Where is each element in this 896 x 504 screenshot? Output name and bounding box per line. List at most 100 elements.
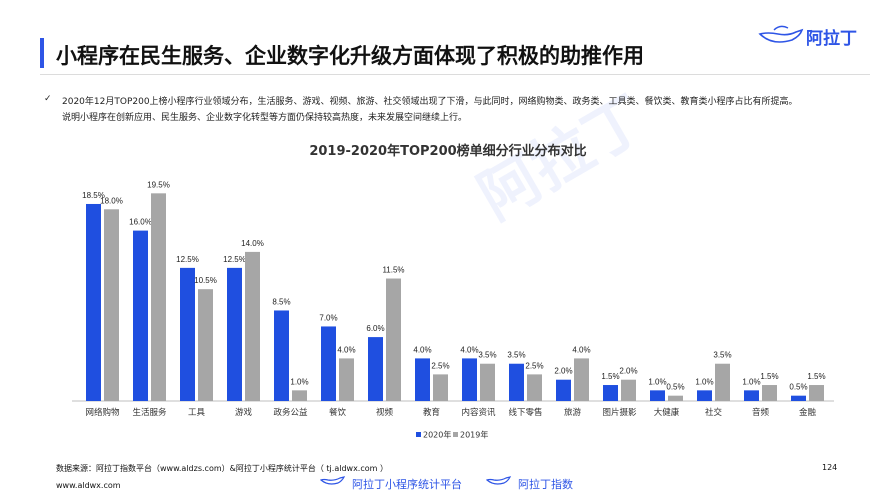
- bar: [86, 203, 101, 401]
- page-title: 小程序在民生服务、企业数字化升级方面体现了积极的助推作用: [56, 44, 644, 68]
- bar: [715, 363, 730, 401]
- lamp-icon: [320, 476, 346, 485]
- bar: [527, 374, 542, 401]
- bar: [809, 385, 824, 401]
- bar: [104, 209, 119, 401]
- data-label: 11.5%: [382, 266, 404, 275]
- data-label: 2.0%: [619, 367, 637, 376]
- description-line-2: 说明小程序在创新应用、民生服务、企业数字化转型等方面仍保持较高热度，未来发展空间…: [62, 113, 468, 123]
- tick-label: 视频: [376, 407, 394, 418]
- data-label: 8.5%: [272, 297, 290, 306]
- title-divider: [40, 74, 870, 75]
- data-label: 4.0%: [413, 345, 431, 354]
- data-label: 18.0%: [100, 196, 123, 205]
- data-label: 1.0%: [290, 377, 308, 386]
- legend-label: 2020年: [423, 430, 451, 440]
- tick-label: 教育: [423, 407, 440, 418]
- lamp-icon: [486, 476, 512, 485]
- footer-brand-index: 阿拉丁指数: [518, 478, 573, 491]
- bar: [227, 267, 242, 401]
- bar: [697, 390, 712, 401]
- bar: [668, 395, 683, 401]
- tick-label: 社交: [705, 407, 723, 418]
- data-label: 0.5%: [666, 383, 684, 392]
- bar: [274, 310, 289, 401]
- tick-label: 餐饮: [329, 407, 347, 418]
- description: 2020年12月TOP200上榜小程序行业领域分布，生活服务、游戏、视频、旅游、…: [62, 94, 872, 126]
- bar: [480, 363, 495, 401]
- bar: [321, 326, 336, 401]
- title-accent-bar: [40, 38, 44, 68]
- bar: [509, 363, 524, 401]
- bar: [744, 390, 759, 401]
- footer-brand-stats: 阿拉丁小程序统计平台: [352, 478, 462, 491]
- tick-label: 金融: [799, 407, 817, 418]
- data-label: 10.5%: [194, 276, 217, 285]
- tick-label: 生活服务: [132, 407, 167, 418]
- data-label: 7.0%: [319, 313, 337, 322]
- data-label: 0.5%: [789, 383, 807, 392]
- bar: [415, 358, 430, 401]
- data-label: 18.5%: [82, 191, 105, 200]
- data-label: 2.0%: [554, 367, 572, 376]
- bar: [462, 358, 477, 401]
- chart-title: 2019-2020年TOP200榜单细分行业分布对比: [309, 144, 587, 159]
- data-label: 16.0%: [129, 218, 152, 227]
- data-label: 1.5%: [807, 372, 825, 381]
- tick-label: 内容资讯: [461, 407, 496, 418]
- data-label: 12.5%: [223, 255, 246, 264]
- aladdin-lamp-logo-icon: [758, 25, 804, 43]
- data-label: 4.0%: [572, 345, 590, 354]
- bar: [292, 390, 307, 401]
- data-label: 3.5%: [713, 351, 731, 360]
- tick-label: 图片摄影: [602, 407, 637, 418]
- bar: [245, 251, 260, 401]
- data-label: 3.5%: [507, 351, 525, 360]
- bar: [198, 289, 213, 401]
- data-label: 1.5%: [601, 372, 619, 381]
- bar: [339, 358, 354, 401]
- tick-label: 音频: [752, 407, 770, 418]
- bar: [433, 374, 448, 401]
- legend-label: 2019年: [460, 430, 488, 440]
- legend-swatch: [453, 432, 458, 437]
- website-url[interactable]: www.aldwx.com: [56, 481, 121, 490]
- data-label: 2.5%: [431, 361, 449, 370]
- tick-label: 工具: [188, 408, 206, 418]
- data-label: 1.0%: [648, 377, 666, 386]
- tick-label: 游戏: [235, 407, 253, 418]
- bar: [133, 230, 148, 401]
- bar: [180, 267, 195, 401]
- data-label: 2.5%: [525, 361, 543, 370]
- data-label: 4.0%: [460, 345, 478, 354]
- bar: [603, 385, 618, 401]
- tick-label: 大健康: [654, 407, 680, 418]
- data-label: 6.0%: [366, 324, 384, 333]
- data-source: 数据来源：阿拉丁指数平台（www.aldzs.com）&阿拉丁小程序统计平台（ …: [56, 464, 388, 473]
- bar: [574, 358, 589, 401]
- data-label: 1.5%: [760, 372, 778, 381]
- bar: [650, 390, 665, 401]
- description-line-1: 2020年12月TOP200上榜小程序行业领域分布，生活服务、游戏、视频、旅游、…: [62, 97, 798, 107]
- data-label: 4.0%: [337, 345, 355, 354]
- bar: [762, 385, 777, 401]
- data-label: 19.5%: [147, 180, 170, 189]
- tick-label: 政务公益: [273, 407, 308, 418]
- data-label: 1.0%: [742, 377, 760, 386]
- bar: [368, 337, 383, 401]
- bar: [151, 193, 166, 401]
- bar: [791, 395, 806, 401]
- logo-text: 阿拉丁: [806, 29, 857, 49]
- page-number: 124: [822, 463, 838, 472]
- bar: [556, 379, 571, 401]
- data-label: 3.5%: [478, 351, 496, 360]
- data-label: 14.0%: [241, 239, 264, 248]
- bar: [386, 278, 401, 401]
- legend-swatch: [416, 432, 421, 437]
- tick-label: 线下零售: [508, 407, 542, 418]
- tick-label: 网络购物: [85, 407, 120, 418]
- tick-label: 旅游: [564, 407, 582, 418]
- check-icon: ✓: [44, 94, 52, 104]
- data-label: 12.5%: [176, 255, 199, 264]
